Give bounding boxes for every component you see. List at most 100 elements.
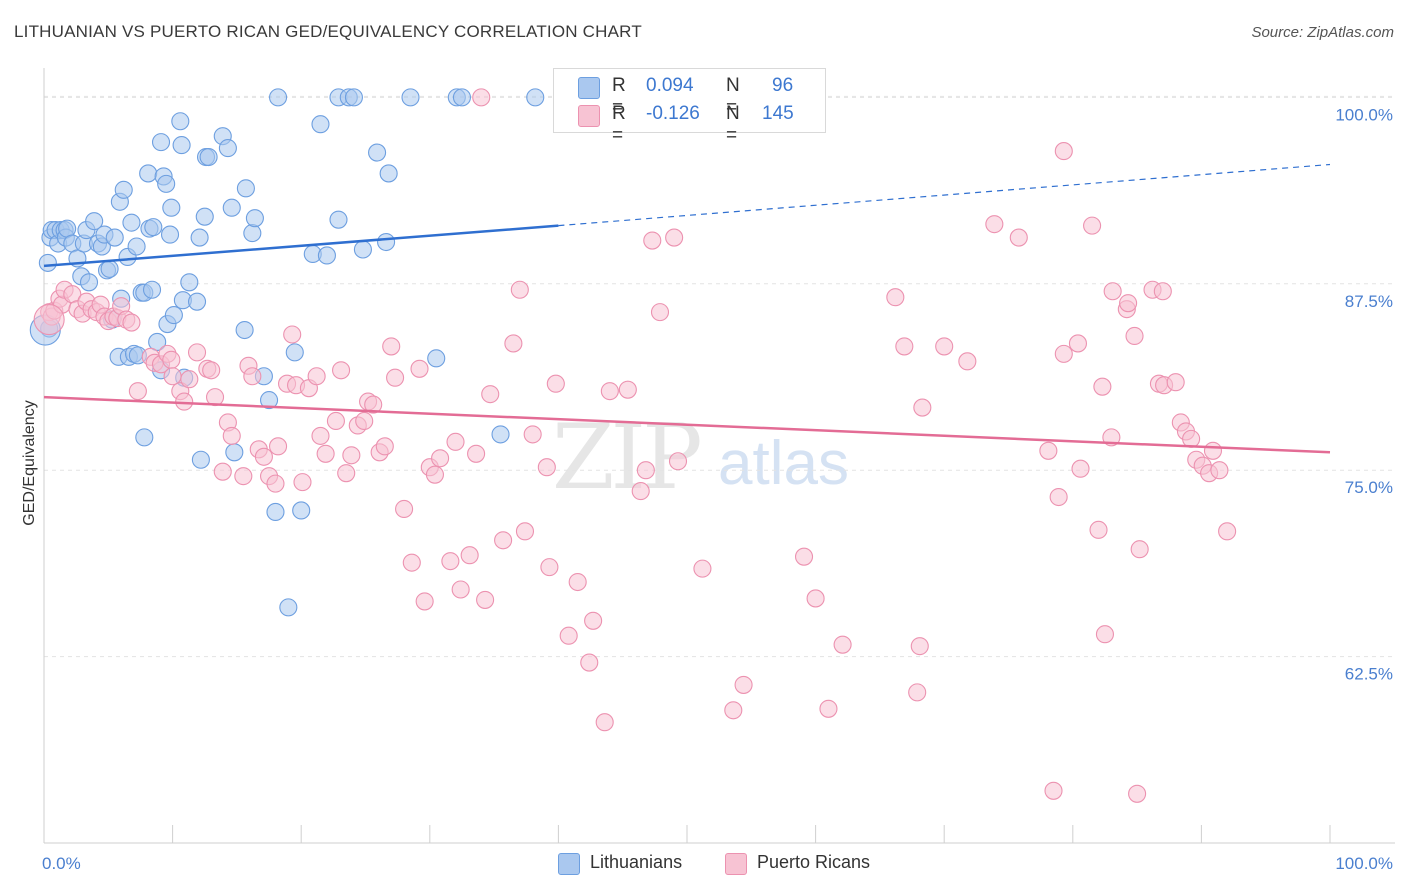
puerto-rican-point bbox=[958, 352, 977, 371]
puerto-rican-point bbox=[600, 382, 619, 401]
puerto-rican-point bbox=[908, 683, 927, 702]
lithuanian-point bbox=[144, 218, 163, 237]
lithuanian-point bbox=[122, 213, 141, 232]
puerto-rican-point bbox=[266, 474, 285, 493]
puerto-rican-point bbox=[1054, 142, 1073, 161]
legend-n-label: N = bbox=[726, 103, 740, 146]
bottom-legend-swatch-blue bbox=[558, 853, 580, 875]
puerto-rican-point bbox=[618, 380, 637, 399]
puerto-rican-point bbox=[180, 370, 199, 389]
puerto-rican-point bbox=[1153, 282, 1172, 301]
axes bbox=[43, 68, 1395, 844]
puerto-rican-point bbox=[1128, 784, 1147, 803]
puerto-rican-point bbox=[568, 572, 587, 592]
lithuanian-point bbox=[142, 280, 162, 299]
puerto-rican-point bbox=[332, 361, 351, 380]
y-tick-label: 100.0% bbox=[1335, 105, 1393, 124]
puerto-ricans-points bbox=[33, 88, 1237, 803]
legend-n-label: N = bbox=[726, 75, 740, 118]
puerto-rican-point bbox=[364, 395, 383, 414]
puerto-rican-point bbox=[494, 531, 513, 550]
lithuanian-point bbox=[243, 224, 262, 243]
puerto-rican-point bbox=[504, 334, 523, 353]
puerto-rican-point bbox=[806, 589, 825, 608]
puerto-rican-point bbox=[342, 446, 361, 465]
puerto-rican-point bbox=[1049, 487, 1068, 507]
puerto-rican-point bbox=[985, 215, 1004, 234]
source-label: Source: ZipAtlas.com bbox=[1251, 24, 1394, 41]
puerto-rican-point bbox=[311, 426, 330, 445]
bottom-legend-label: Lithuanians bbox=[590, 852, 683, 872]
puerto-rican-point bbox=[382, 337, 401, 356]
stats-legend: R = 0.094 N = 96 R = -0.126 N = 145 bbox=[553, 68, 826, 146]
puerto-rican-point bbox=[523, 425, 542, 444]
puerto-rican-point bbox=[1039, 441, 1058, 460]
puerto-rican-point bbox=[460, 546, 479, 565]
puerto-rican-point bbox=[1068, 334, 1087, 353]
puerto-rican-point bbox=[833, 635, 852, 654]
lithuanian-point bbox=[79, 273, 99, 292]
lithuanian-point bbox=[172, 136, 191, 155]
lithuanian-point bbox=[236, 179, 255, 198]
lithuanians-trend-line bbox=[43, 224, 559, 268]
lithuanian-point bbox=[85, 212, 104, 231]
legend-swatch-pink bbox=[578, 105, 600, 127]
puerto-rican-point bbox=[386, 368, 405, 387]
puerto-rican-point bbox=[202, 361, 221, 380]
lithuanian-point bbox=[164, 306, 183, 325]
puerto-rican-point bbox=[559, 626, 578, 645]
lithuanian-point bbox=[162, 198, 181, 217]
lithuanian-point bbox=[218, 139, 237, 158]
lithuanian-point bbox=[259, 391, 279, 410]
puerto-rican-point bbox=[886, 288, 905, 307]
lithuanian-point bbox=[311, 115, 330, 134]
puerto-rican-point bbox=[1054, 344, 1073, 363]
puerto-rican-point bbox=[584, 611, 603, 630]
puerto-rican-point bbox=[431, 449, 450, 468]
puerto-rican-point bbox=[794, 547, 814, 566]
lithuanian-point bbox=[491, 425, 510, 444]
puerto-rican-point bbox=[935, 337, 954, 356]
puerto-rican-point bbox=[537, 458, 556, 477]
puerto-rican-point bbox=[1089, 520, 1108, 539]
puerto-rican-point bbox=[515, 522, 535, 541]
puerto-rican-point bbox=[1210, 461, 1229, 480]
lithuanian-point bbox=[160, 225, 180, 244]
puerto-rican-point bbox=[441, 552, 460, 571]
lithuanian-point bbox=[135, 428, 154, 447]
puerto-rican-point bbox=[1093, 377, 1112, 396]
puerto-rican-point bbox=[668, 452, 688, 471]
puerto-rican-point bbox=[415, 592, 434, 611]
puerto-rican-point bbox=[1103, 282, 1122, 301]
puerto-rican-point bbox=[213, 462, 232, 481]
puerto-rican-point bbox=[472, 88, 491, 107]
puerto-rican-point bbox=[481, 385, 500, 404]
puerto-rican-point bbox=[819, 699, 838, 718]
puerto-rican-point bbox=[643, 231, 662, 250]
y-axis-label: GED/Equivalency bbox=[21, 400, 38, 525]
puerto-rican-point bbox=[510, 280, 529, 299]
lithuanians-points bbox=[29, 88, 545, 617]
x-tick-label: 0.0% bbox=[42, 854, 81, 873]
lithuanian-point bbox=[317, 246, 336, 265]
legend-n-value: 96 bbox=[772, 75, 794, 96]
lithuanian-point bbox=[148, 332, 167, 351]
lithuanian-point bbox=[269, 88, 288, 107]
lithuanian-point bbox=[222, 198, 241, 217]
puerto-rican-point bbox=[446, 432, 465, 451]
bottom-legend-label: Puerto Ricans bbox=[757, 852, 871, 872]
legend-n-value: 145 bbox=[762, 103, 794, 124]
puerto-rican-point bbox=[913, 398, 932, 417]
lithuanian-point bbox=[187, 292, 207, 311]
lithuanian-point bbox=[266, 502, 285, 521]
lithuanian-point bbox=[195, 207, 214, 226]
puerto-rican-point bbox=[162, 350, 181, 369]
lithuanian-point bbox=[285, 343, 304, 362]
puerto-rican-point bbox=[402, 553, 421, 572]
lithuanian-point bbox=[401, 88, 420, 107]
lithuanian-point bbox=[127, 237, 146, 256]
lithuanian-point bbox=[292, 501, 311, 520]
puerto-rican-point bbox=[163, 367, 182, 386]
legend-r-label: R = bbox=[612, 103, 626, 146]
